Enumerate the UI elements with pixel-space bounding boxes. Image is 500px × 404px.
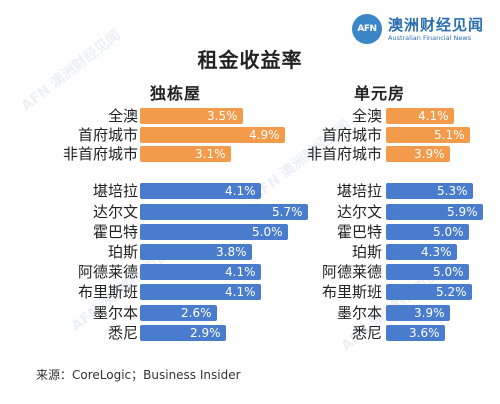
bar-value-label-unit: 5.2% [436,285,467,299]
category-label-house: 堪培拉 [92,182,138,200]
category-label-house: 达尔文 [92,203,138,221]
logo-english-name: Australian Financial News [388,34,472,42]
bar-house [140,264,261,280]
category-label-house: 阿德莱德 [77,263,138,281]
category-label-unit: 珀斯 [351,243,382,261]
bar-value-label-house: 5.0% [252,225,283,239]
category-label-house: 全澳 [107,107,138,125]
bar-value-label-house: 3.5% [207,109,238,123]
bar-value-label-house: 4.1% [225,265,256,279]
bar-unit [386,127,470,143]
bar-value-label-unit: 3.6% [409,326,440,340]
category-label-house: 墨尔本 [92,304,138,322]
category-label-house: 首府城市 [77,126,138,144]
category-label-house: 悉尼 [107,324,138,342]
bar-unit [386,224,469,240]
bar-unit [386,183,473,199]
bar-value-label-unit: 5.0% [433,225,464,239]
afn-logo-icon: AFN [352,14,382,44]
category-label-unit: 悉尼 [351,324,382,342]
bar-house [140,224,288,240]
bar-house [140,108,243,124]
bar-unit [386,108,454,124]
bar-house [140,146,231,162]
category-label-unit: 墨尔本 [336,304,382,322]
category-label-house: 布里斯班 [77,283,138,301]
bar-value-label-unit: 4.3% [421,245,452,259]
bar-value-label-unit: 5.0% [433,265,464,279]
category-label-house: 非首府城市 [62,145,138,163]
bar-unit [386,325,445,341]
bar-value-label-unit: 3.9% [414,306,445,320]
bar-house [140,204,308,220]
bar-unit [386,146,450,162]
bar-value-label-house: 4.1% [225,285,256,299]
panel-title-house: 独栋屋 [150,84,202,103]
bar-value-label-unit: 3.9% [414,147,445,161]
bar-house [140,325,226,341]
bar-house [140,244,252,260]
bar-house [140,183,261,199]
category-label-house: 珀斯 [107,243,138,261]
bar-value-label-house: 3.1% [195,147,226,161]
bar-unit [386,244,457,260]
bar-value-label-house: 3.8% [216,245,247,259]
brand-logo: AFN 澳洲财经见闻 Australian Financial News [352,14,500,48]
bar-unit [386,284,472,300]
bar-value-label-house: 2.9% [190,326,221,340]
bar-value-label-unit: 5.9% [447,205,478,219]
bar-value-label-house: 5.7% [272,205,303,219]
category-label-house: 霍巴特 [92,223,138,241]
bar-unit [386,204,483,220]
category-label-unit: 堪培拉 [336,182,382,200]
category-label-unit: 阿德莱德 [321,263,382,281]
category-label-unit: 霍巴特 [336,223,382,241]
bar-house [140,284,261,300]
category-label-unit: 非首府城市 [306,145,382,163]
panel-title-unit: 单元房 [354,84,406,103]
bar-value-label-unit: 4.1% [418,109,449,123]
category-label-unit: 布里斯班 [321,283,382,301]
bar-unit [386,264,469,280]
bar-value-label-unit: 5.1% [434,128,465,142]
source-note: 来源：CoreLogic；Business Insider [36,368,241,382]
bar-value-label-house: 4.9% [249,128,280,142]
bar-value-label-unit: 5.3% [437,184,468,198]
category-label-unit: 达尔文 [336,203,382,221]
logo-chinese-name: 澳洲财经见闻 [388,16,485,34]
bar-house [140,305,217,321]
chart-title: 租金收益率 [197,48,303,72]
bar-value-label-house: 2.6% [181,306,212,320]
category-label-unit: 全澳 [351,107,382,125]
bar-value-label-house: 4.1% [225,184,256,198]
bar-unit [386,305,450,321]
bar-house [140,127,285,143]
category-label-unit: 首府城市 [321,126,382,144]
